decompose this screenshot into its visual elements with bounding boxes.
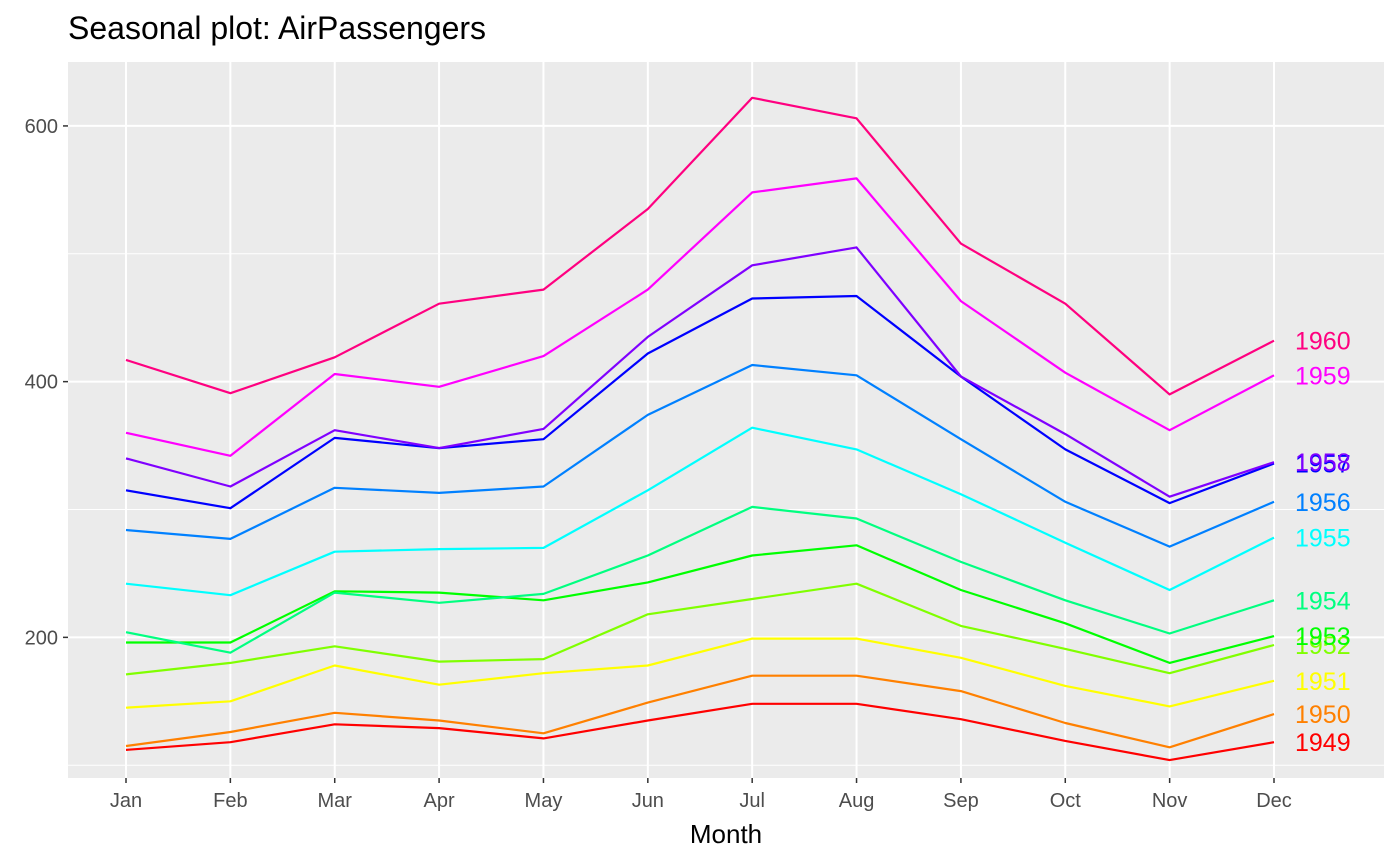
series-label-1958: 1958 (1295, 449, 1351, 477)
x-tick-label: Oct (1050, 790, 1082, 812)
x-tick-label: Nov (1152, 790, 1188, 812)
x-tick-label: Dec (1256, 790, 1292, 812)
series-label-1955: 1955 (1295, 525, 1351, 553)
series-line-1952 (125, 582, 1275, 676)
x-tick-label: Jul (739, 790, 765, 812)
series-label-1959: 1959 (1295, 362, 1351, 390)
x-tick-label: Aug (839, 790, 875, 812)
chart-title: Seasonal plot: AirPassengers (68, 10, 487, 46)
y-tick-label: 200 (25, 627, 58, 649)
x-tick-label: May (525, 790, 563, 812)
x-tick-label: Jan (110, 790, 142, 812)
series-label-1953: 1953 (1295, 623, 1351, 651)
series-line-1950 (125, 674, 1275, 749)
series-label-1960: 1960 (1295, 328, 1351, 356)
series-line-1949 (125, 702, 1275, 762)
series-label-1951: 1951 (1295, 668, 1351, 696)
series-label-1952: 1952 (1295, 632, 1351, 660)
plot-panel (68, 62, 1384, 778)
series-label-1956: 1956 (1295, 489, 1351, 517)
x-tick-label: Jun (632, 790, 664, 812)
x-tick-label: Feb (213, 790, 247, 812)
series-line-1954 (125, 505, 1275, 654)
series-label-1957: 1957 (1295, 450, 1351, 478)
x-tick-label: Sep (943, 790, 979, 812)
series-label-1954: 1954 (1295, 587, 1351, 615)
x-axis-title: Month (690, 819, 762, 849)
x-tick-label: Apr (424, 790, 455, 812)
series-line-1957 (125, 294, 1275, 510)
y-tick-label: 600 (25, 116, 58, 138)
series-line-1955 (125, 426, 1275, 597)
series-line-1953 (126, 544, 1275, 665)
y-tick-label: 400 (25, 372, 58, 394)
series-label-1949: 1949 (1295, 729, 1351, 757)
series-line-1959 (125, 177, 1275, 457)
series-line-1960 (125, 96, 1275, 396)
series-line-1951 (125, 637, 1275, 709)
series-line-1956 (125, 363, 1275, 548)
series-line-1958 (125, 246, 1275, 498)
x-tick-label: Mar (318, 790, 353, 812)
series-label-1950: 1950 (1295, 701, 1351, 729)
